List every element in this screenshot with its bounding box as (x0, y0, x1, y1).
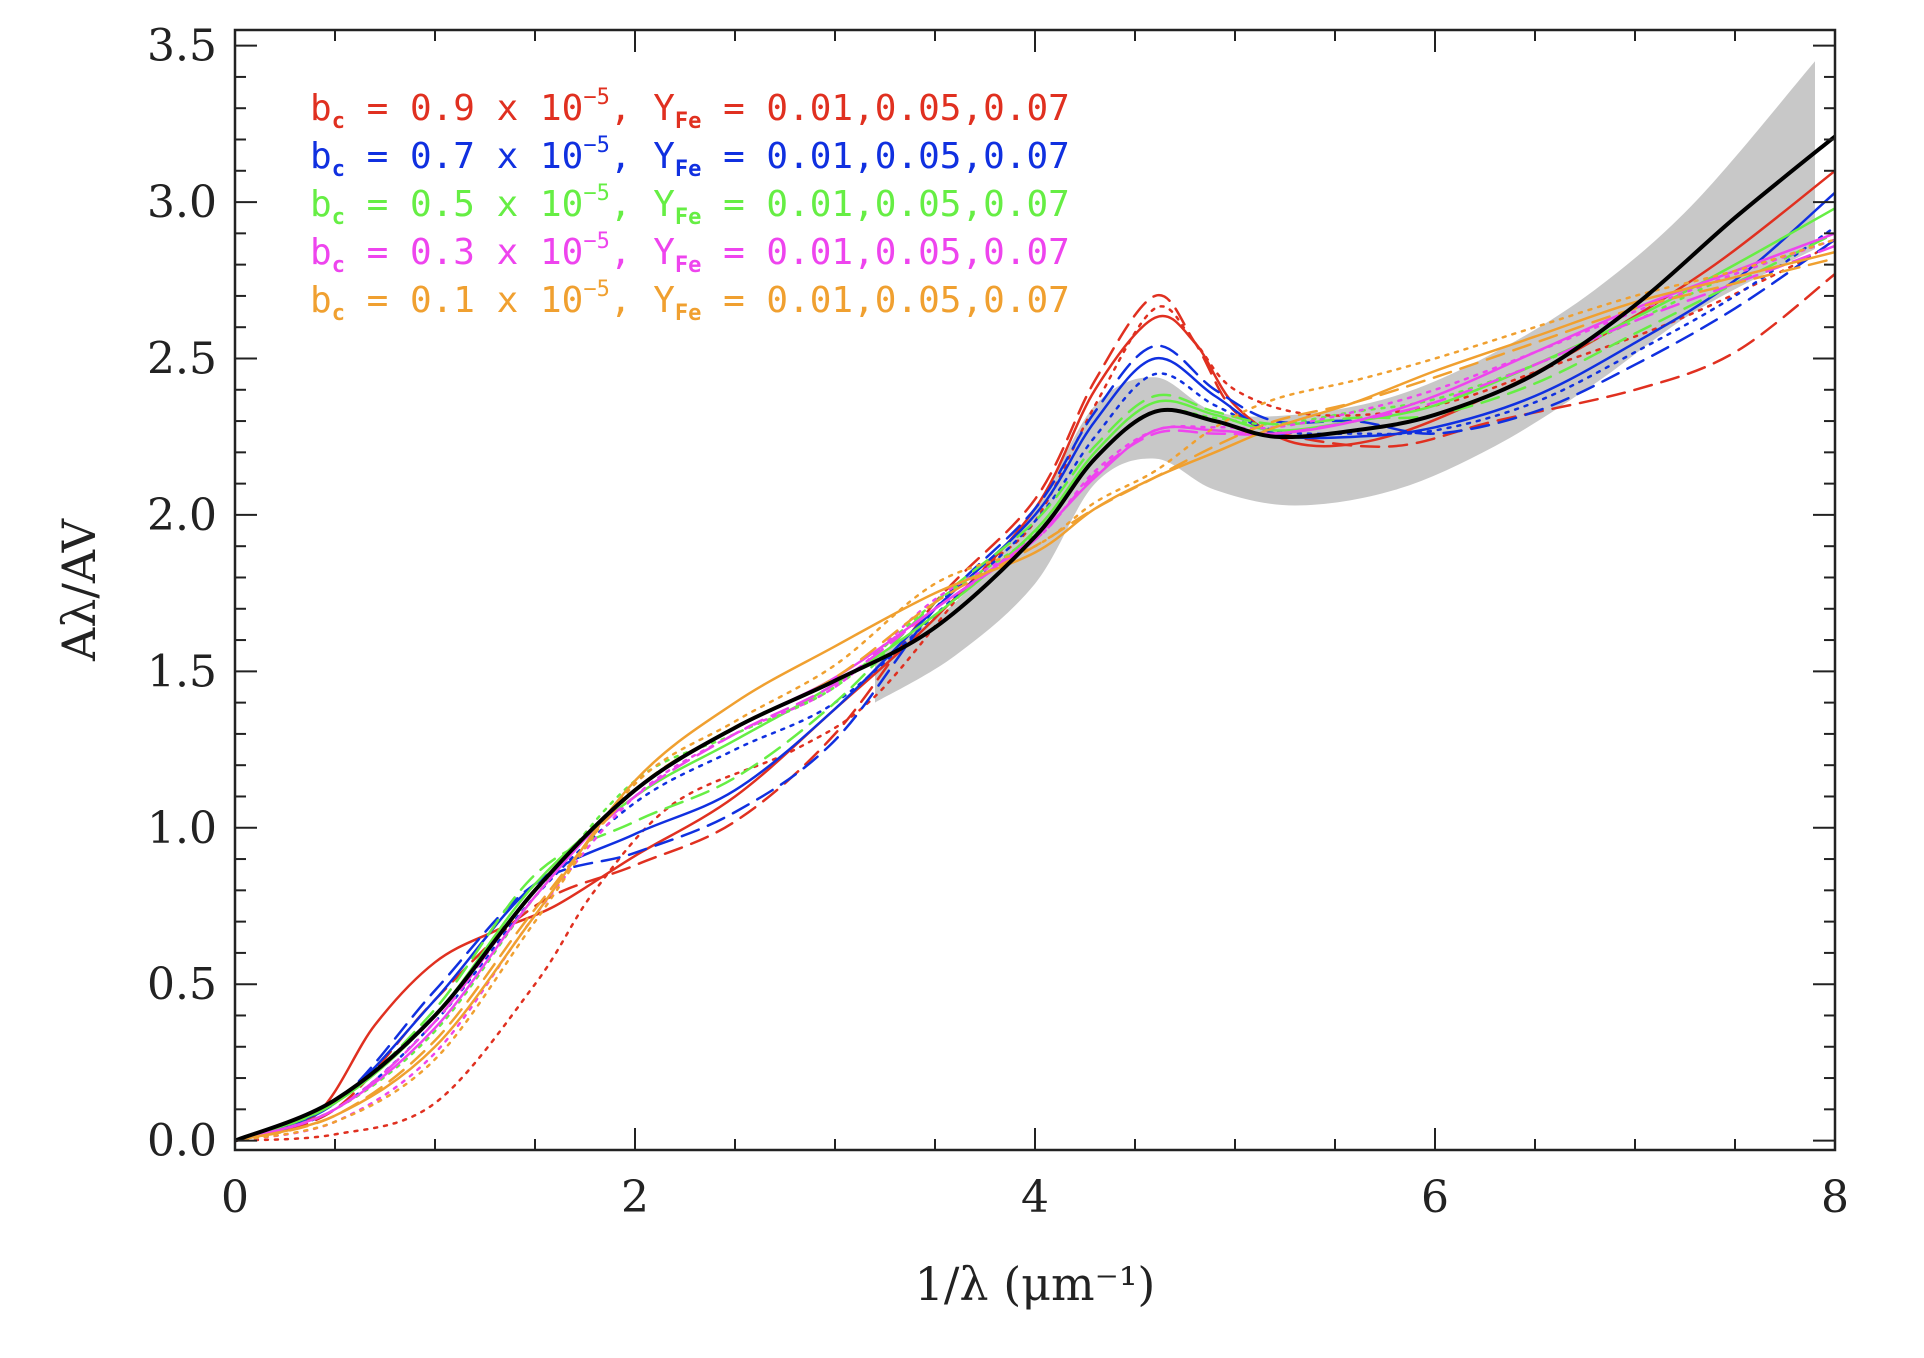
series-line (235, 191, 1835, 1142)
y-tick-label: 0.0 (147, 1116, 217, 1167)
y-tick-label: 3.5 (147, 21, 217, 72)
axes: 0 2 4 6 8 0.0 0.5 1.0 1.5 2.0 2.5 3.0 3.5 (147, 21, 1849, 1223)
x-tick-label: 2 (621, 1172, 649, 1223)
uncertainty-band (875, 61, 1815, 703)
series-line (235, 238, 1835, 1142)
series-line (235, 257, 1835, 1142)
y-tick-label: 1.5 (147, 646, 217, 697)
series-line (235, 232, 1835, 1142)
series-line (235, 134, 1835, 1143)
legend-entry: bc = 0.3 x 10−5, YFe = 0.01,0.05,0.07 (310, 229, 1070, 278)
y-tick-label: 1.0 (147, 803, 217, 854)
y-tick-label: 3.0 (147, 177, 217, 228)
y-tick-label: 0.5 (147, 959, 217, 1010)
series-line (235, 250, 1835, 1142)
legend-entry: bc = 0.9 x 10−5, YFe = 0.01,0.05,0.07 (310, 85, 1070, 134)
x-tick-label: 0 (221, 1172, 249, 1223)
legend: bc = 0.9 x 10−5, YFe = 0.01,0.05,0.07bc … (310, 85, 1070, 326)
x-tick-label: 6 (1421, 1172, 1449, 1223)
x-axis-title: 1/λ (μm⁻¹) (915, 1257, 1156, 1311)
series-line (235, 238, 1835, 1142)
y-tick-label: 2.0 (147, 490, 217, 541)
legend-entry: bc = 0.5 x 10−5, YFe = 0.01,0.05,0.07 (310, 181, 1070, 230)
series-layer (235, 134, 1835, 1143)
legend-entry: bc = 0.1 x 10−5, YFe = 0.01,0.05,0.07 (310, 277, 1070, 326)
y-axis-title: Aλ/AV (52, 518, 106, 662)
x-tick-label: 4 (1021, 1172, 1049, 1223)
y-tick-label: 2.5 (147, 333, 217, 384)
series-line (235, 272, 1835, 1142)
uncertainty-band-layer (875, 61, 1815, 703)
legend-entry: bc = 0.7 x 10−5, YFe = 0.01,0.05,0.07 (310, 133, 1070, 182)
x-tick-label: 8 (1821, 1172, 1849, 1223)
